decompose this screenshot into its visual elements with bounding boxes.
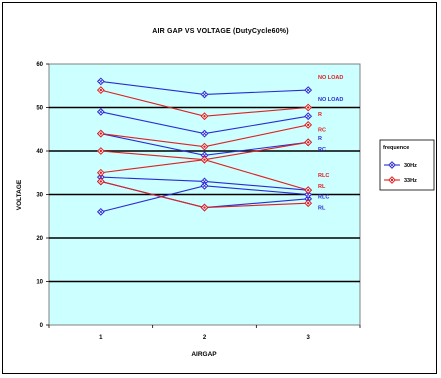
data-point-dot [306, 123, 310, 127]
data-point-cross [306, 114, 311, 119]
legend: frequence 30Hz 33Hz [379, 139, 435, 191]
line-annotation: RL [318, 206, 326, 212]
line-annotation: RL [318, 184, 326, 190]
y-tick-label: 50 [36, 106, 43, 112]
data-point-cross [98, 109, 103, 114]
legend-label: 33Hz [404, 178, 417, 184]
line-annotation: NO LOAD [318, 75, 343, 81]
data-point-dot [99, 149, 103, 153]
legend-marker-dot [390, 178, 394, 182]
data-point-dot [99, 171, 103, 174]
y-tick-label: 20 [36, 236, 43, 242]
x-tick-label: 2 [203, 335, 207, 341]
x-axis-title: AIRGAP [191, 351, 217, 358]
data-point-cross [98, 79, 103, 84]
data-point-cross [306, 196, 311, 201]
data-point-cross [98, 210, 103, 214]
data-point-dot [203, 145, 206, 148]
x-tick-label: 3 [306, 335, 310, 341]
data-point-dot [203, 158, 206, 161]
legend-items: 30Hz 33Hz [384, 161, 417, 184]
series-markers [96, 77, 313, 216]
data-point-dot [99, 88, 103, 92]
x-tick-labels: 1 2 3 [48, 325, 361, 341]
data-point-dot [306, 188, 310, 192]
data-point-dot [99, 180, 103, 183]
data-point-dot [306, 141, 310, 144]
y-tick-labels: 0 10 20 30 40 50 60 [36, 62, 49, 329]
x-tick-label: 1 [99, 335, 103, 341]
line-annotation: NO LOAD [318, 97, 343, 103]
data-point-dot [306, 202, 310, 205]
data-point-dot [203, 206, 206, 209]
data-point-dot [99, 132, 103, 135]
line-annotation: RC [318, 147, 326, 153]
line-annotation: R [318, 136, 322, 142]
y-tick-label: 0 [40, 323, 44, 329]
data-point-dot [306, 106, 310, 109]
line-annotation: RLC [318, 173, 329, 179]
data-point-cross [306, 192, 311, 197]
legend-title: frequence [383, 145, 409, 151]
data-point-dot [203, 115, 206, 118]
y-tick-label: 10 [36, 280, 43, 286]
y-tick-label: 30 [36, 193, 43, 199]
data-point-cross [202, 179, 207, 184]
data-point-cross [202, 153, 207, 158]
line-annotations: NO LOAD NO LOAD R RC R RC RLC RL RLC RL [318, 75, 343, 212]
legend-marker-cross [390, 163, 394, 167]
legend-label: 30Hz [404, 163, 417, 169]
data-point-cross [202, 92, 207, 97]
y-tick-label: 40 [36, 149, 43, 155]
chart-title: AIR GAP VS VOLTAGE (DutyCycle60%) [152, 28, 289, 35]
y-tick-label: 60 [36, 62, 43, 68]
data-point-cross [98, 175, 103, 179]
data-point-cross [202, 183, 207, 188]
line-annotation: R [318, 112, 322, 118]
line-annotation: RLC [318, 195, 329, 201]
data-point-cross [306, 88, 311, 92]
data-point-cross [202, 131, 207, 136]
y-axis-title: VOLTAGE [16, 179, 23, 210]
line-annotation: RC [318, 127, 326, 133]
